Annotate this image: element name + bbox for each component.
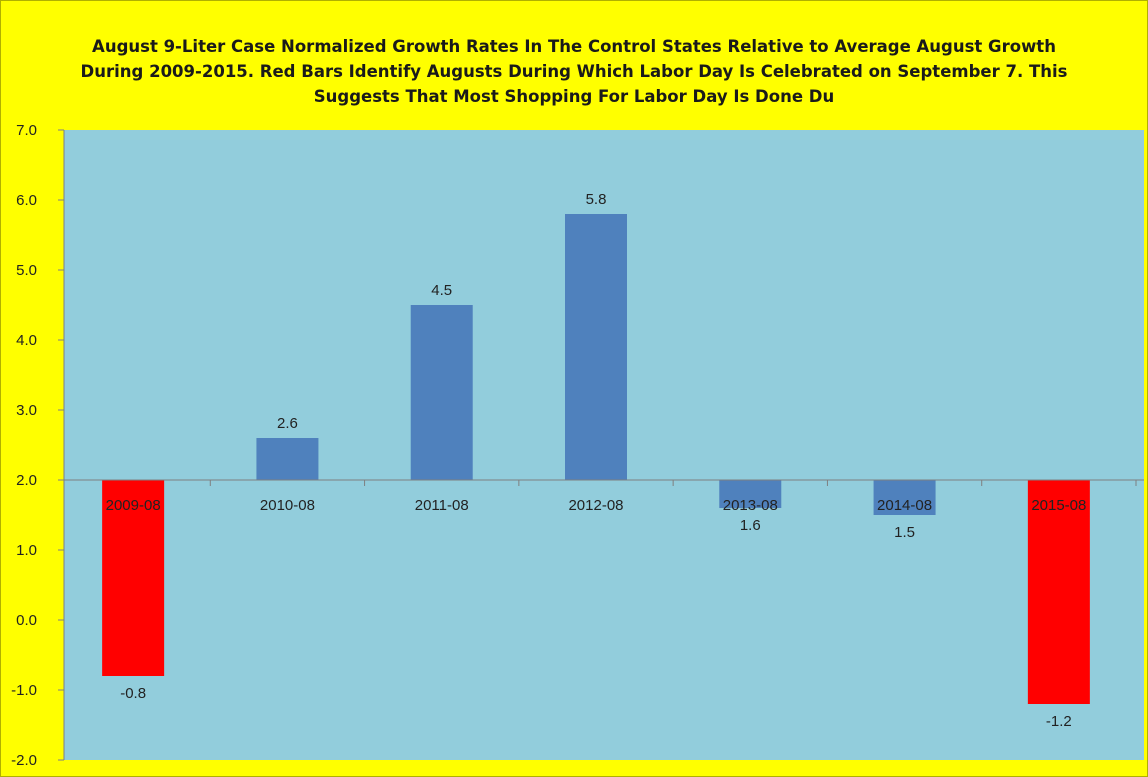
category-labels: 2009-08 2010-08 2011-08 2012-08 2013-08 2014-…	[106, 497, 1087, 514]
bar-2011-08	[410, 305, 473, 480]
y-tick-label: 1.0	[16, 542, 37, 559]
data-label-2015-08: -1.2	[1046, 713, 1072, 730]
category-label-2015-08: 2015-08	[1031, 497, 1086, 514]
data-label-2009-08: -0.8	[120, 685, 146, 702]
y-tick-label: 2.0	[16, 472, 37, 489]
y-tick-label: 5.0	[16, 262, 37, 279]
data-labels: -0.8 2.6 4.5 5.8 1.6 1.5 -1.2	[120, 191, 1072, 730]
data-label-2010-08: 2.6	[277, 415, 298, 432]
category-label-2012-08: 2012-08	[568, 497, 623, 514]
bar-2010-08	[256, 438, 319, 480]
y-axis: -2.0 -1.0 0.0 1.0 2.0 3.0 4.0 5.0 6.0 7.0	[11, 122, 65, 769]
category-label-2009-08: 2009-08	[106, 497, 161, 514]
category-label-2010-08: 2010-08	[260, 497, 315, 514]
category-label-2014-08: 2014-08	[877, 497, 932, 514]
y-tick-label: 4.0	[16, 332, 37, 349]
bar-2012-08	[565, 214, 627, 480]
y-tick-label: 0.0	[16, 612, 37, 629]
bar-2014-08	[873, 480, 936, 515]
data-label-2014-08: 1.5	[894, 524, 915, 541]
y-tick-label: 6.0	[16, 192, 37, 209]
y-tick-label: -1.0	[11, 682, 37, 699]
x-axis	[64, 479, 1144, 486]
bars	[102, 214, 1090, 704]
y-tick-label: -2.0	[11, 752, 37, 769]
chart-title: August 9-Liter Case Normalized Growth Ra…	[80, 37, 1068, 106]
data-label-2012-08: 5.8	[586, 191, 607, 208]
y-tick-label: 3.0	[16, 402, 37, 419]
data-label-2011-08: 4.5	[431, 282, 452, 299]
bar-2013-08	[719, 480, 782, 508]
data-label-2013-08: 1.6	[740, 517, 761, 534]
y-tick-label: 7.0	[16, 122, 37, 139]
category-label-2011-08: 2011-08	[415, 497, 469, 514]
category-label-2013-08: 2013-08	[723, 497, 778, 514]
bar-2015-08	[1027, 480, 1090, 704]
bar-2009-08	[102, 480, 165, 676]
